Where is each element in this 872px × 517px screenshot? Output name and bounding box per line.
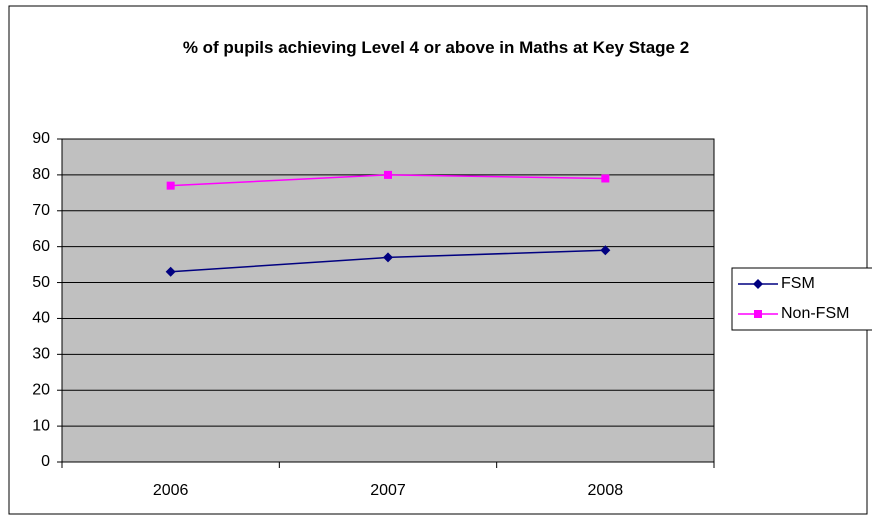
plot-area — [61, 138, 715, 463]
y-tick-label: 0 — [41, 453, 50, 470]
chart-title: % of pupils achieving Level 4 or above i… — [182, 38, 690, 57]
y-tick-label: 90 — [32, 130, 50, 147]
point — [165, 266, 176, 277]
point — [384, 170, 392, 179]
y-tick-label: 50 — [32, 274, 50, 291]
x-tick-label: 2006 — [153, 482, 189, 499]
point — [166, 181, 175, 190]
y-tick-label: 80 — [32, 166, 50, 183]
legend-box — [731, 267, 872, 331]
legend-label: FSM — [781, 275, 815, 292]
x-tick-label: 2007 — [370, 482, 406, 499]
point — [753, 279, 763, 289]
legend-label: Non-FSM — [781, 305, 849, 322]
point — [601, 174, 610, 183]
y-tick-label: 60 — [32, 238, 50, 255]
y-tick-label: 70 — [32, 202, 50, 219]
x-tick-label: 2008 — [588, 482, 624, 499]
y-tick-label: 40 — [32, 310, 50, 327]
point — [383, 252, 393, 263]
point — [754, 310, 762, 318]
point — [600, 245, 611, 256]
y-tick-label: 10 — [32, 417, 50, 434]
y-tick-label: 20 — [32, 381, 50, 398]
y-tick-label: 30 — [32, 346, 50, 363]
